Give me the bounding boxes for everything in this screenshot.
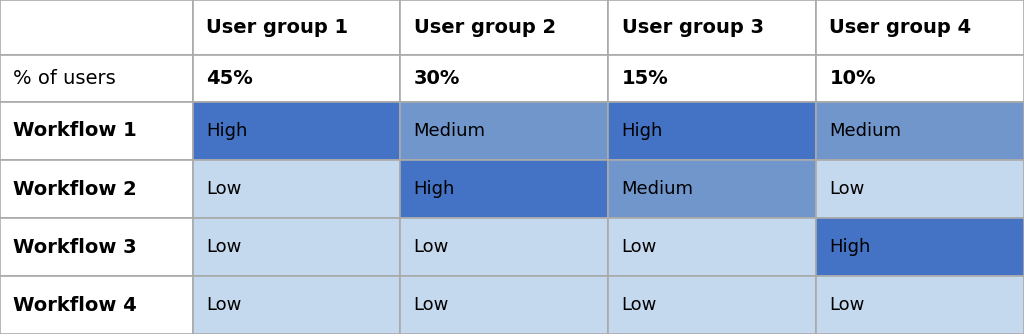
Text: Workflow 1: Workflow 1 bbox=[13, 122, 137, 140]
Bar bbox=[0, 160, 193, 218]
Text: 45%: 45% bbox=[206, 69, 253, 88]
Text: Low: Low bbox=[206, 238, 242, 256]
Text: 30%: 30% bbox=[414, 69, 460, 88]
Text: Workflow 2: Workflow 2 bbox=[13, 180, 137, 198]
Bar bbox=[608, 160, 816, 218]
Text: Low: Low bbox=[414, 296, 450, 314]
Text: 10%: 10% bbox=[829, 69, 876, 88]
Text: User group 4: User group 4 bbox=[829, 18, 972, 37]
Bar bbox=[193, 0, 400, 55]
Bar bbox=[0, 218, 193, 276]
Text: Medium: Medium bbox=[622, 180, 693, 198]
Bar bbox=[816, 218, 1024, 276]
Bar bbox=[400, 102, 608, 160]
Bar bbox=[0, 276, 193, 334]
Bar bbox=[608, 0, 816, 55]
Text: High: High bbox=[206, 122, 247, 140]
Text: High: High bbox=[622, 122, 663, 140]
Text: Low: Low bbox=[206, 296, 242, 314]
Text: Medium: Medium bbox=[829, 122, 901, 140]
Bar bbox=[193, 276, 400, 334]
Text: Low: Low bbox=[829, 180, 865, 198]
Text: Low: Low bbox=[829, 296, 865, 314]
Bar bbox=[400, 55, 608, 102]
Bar bbox=[608, 55, 816, 102]
Text: % of users: % of users bbox=[13, 69, 116, 88]
Text: 15%: 15% bbox=[622, 69, 669, 88]
Text: User group 1: User group 1 bbox=[206, 18, 348, 37]
Bar bbox=[608, 102, 816, 160]
Bar bbox=[816, 276, 1024, 334]
Bar bbox=[0, 102, 193, 160]
Bar bbox=[400, 0, 608, 55]
Bar bbox=[193, 55, 400, 102]
Text: Medium: Medium bbox=[414, 122, 485, 140]
Text: Workflow 3: Workflow 3 bbox=[13, 238, 137, 257]
Text: High: High bbox=[414, 180, 455, 198]
Bar bbox=[816, 102, 1024, 160]
Bar bbox=[400, 160, 608, 218]
Bar bbox=[193, 218, 400, 276]
Text: User group 2: User group 2 bbox=[414, 18, 556, 37]
Text: Low: Low bbox=[206, 180, 242, 198]
Text: Low: Low bbox=[414, 238, 450, 256]
Text: Workflow 4: Workflow 4 bbox=[13, 296, 137, 315]
Text: Low: Low bbox=[622, 238, 657, 256]
Bar bbox=[400, 276, 608, 334]
Bar bbox=[816, 0, 1024, 55]
Bar bbox=[608, 276, 816, 334]
Bar bbox=[0, 0, 193, 55]
Bar bbox=[193, 102, 400, 160]
Bar bbox=[816, 160, 1024, 218]
Text: Low: Low bbox=[622, 296, 657, 314]
Text: High: High bbox=[829, 238, 870, 256]
Bar bbox=[193, 160, 400, 218]
Bar bbox=[608, 218, 816, 276]
Bar bbox=[816, 55, 1024, 102]
Bar bbox=[400, 218, 608, 276]
Bar bbox=[0, 55, 193, 102]
Text: User group 3: User group 3 bbox=[622, 18, 764, 37]
